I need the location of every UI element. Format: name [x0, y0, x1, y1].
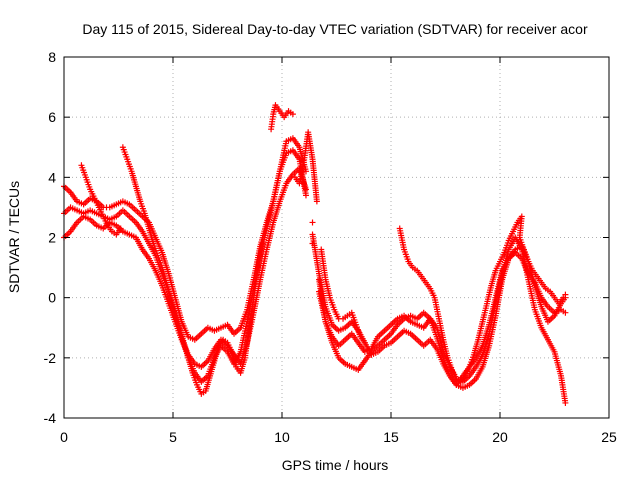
x-tick-label: 15	[383, 429, 399, 445]
y-tick-label: 8	[48, 49, 56, 65]
axis-ticks: 0 5 10 15 20 25 -4 -2 0 2 4 6 8	[44, 49, 617, 445]
y-axis-label: SDTVAR / TECUs	[6, 181, 22, 293]
data-point-marker	[302, 192, 309, 199]
y-tick-label: -2	[44, 350, 57, 366]
y-tick-label: 0	[48, 290, 56, 306]
x-tick-label: 25	[601, 429, 617, 445]
data-point-marker	[562, 399, 569, 406]
data-point-marker	[117, 225, 124, 232]
data-point-marker	[562, 309, 569, 316]
data-point-marker	[560, 294, 567, 301]
data-point-marker	[361, 339, 368, 346]
data-points	[61, 102, 569, 406]
chart-title: Day 115 of 2015, Sidereal Day-to-day VTE…	[82, 21, 588, 37]
y-tick-label: 6	[48, 109, 56, 125]
y-tick-label: 2	[48, 230, 56, 246]
x-axis-label: GPS time / hours	[282, 457, 389, 473]
data-point-marker	[313, 198, 320, 205]
x-tick-label: 0	[60, 429, 68, 445]
data-point-marker	[289, 111, 296, 118]
x-tick-label: 10	[274, 429, 290, 445]
x-tick-label: 20	[492, 429, 508, 445]
y-tick-label: -4	[44, 410, 57, 426]
data-point-marker	[309, 219, 316, 226]
data-point-marker	[562, 291, 569, 298]
series-trace-d	[78, 102, 569, 397]
data-point-marker	[302, 186, 309, 193]
data-point-marker	[259, 240, 266, 247]
x-tick-label: 5	[169, 429, 177, 445]
y-tick-label: 4	[48, 169, 56, 185]
